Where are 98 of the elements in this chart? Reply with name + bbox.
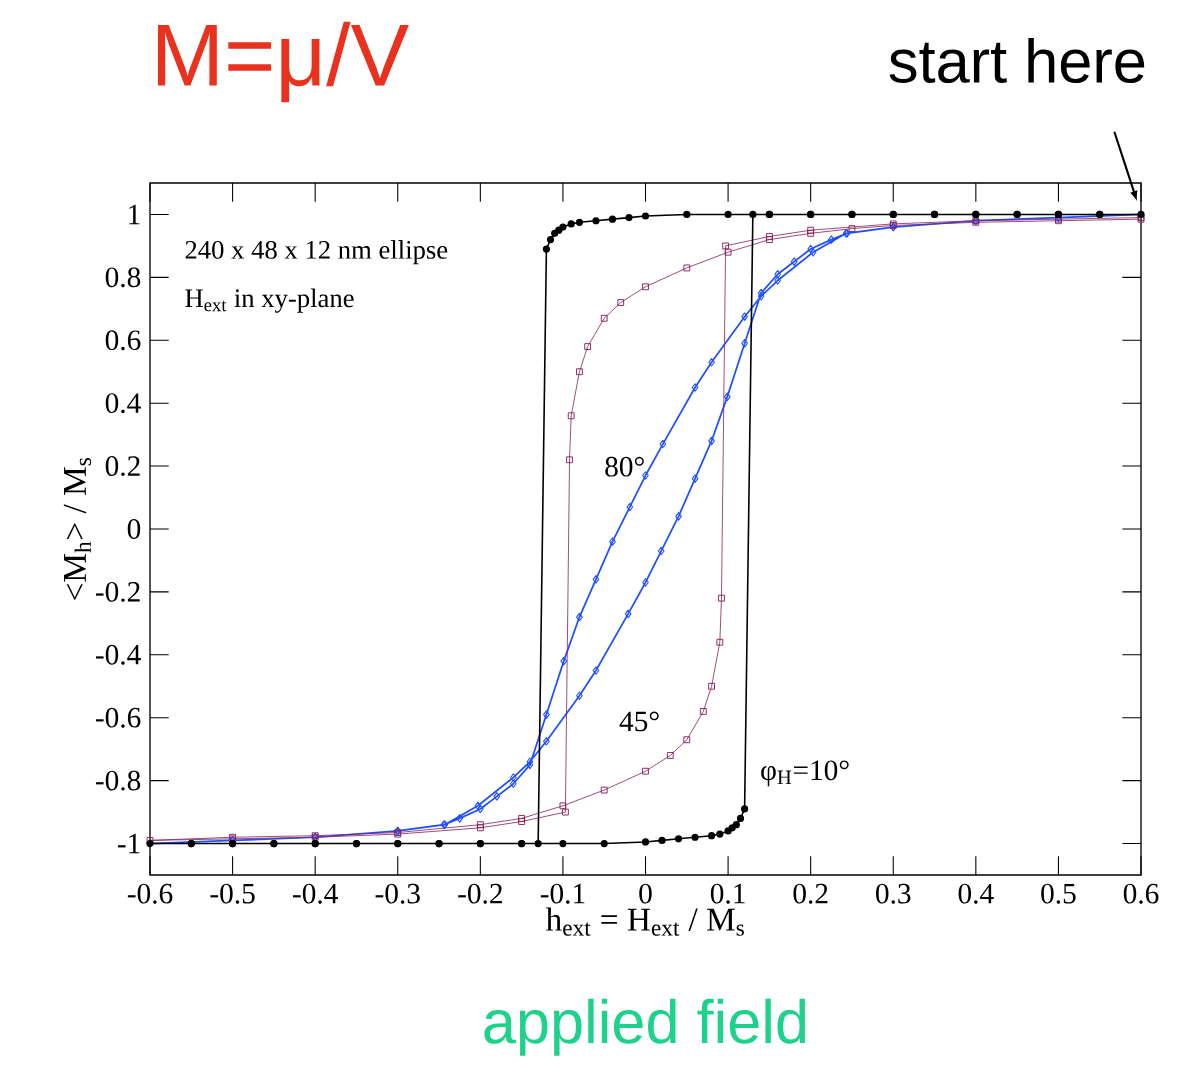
point: [476, 821, 484, 829]
x-tick-label: -0.2: [458, 883, 502, 904]
x-tick-label: 0.1: [710, 883, 745, 904]
point: [600, 786, 608, 794]
point: [543, 710, 550, 719]
point: [543, 737, 550, 746]
y-tick-label: 0.6: [105, 330, 141, 351]
x-axis-title: h$_{ext}$ = H$_{ext}$ / M$_{s}$: [545, 907, 744, 936]
point: [722, 242, 730, 250]
x-tick-label: 0: [639, 883, 652, 904]
y-tick-label: -1: [117, 833, 140, 854]
x-tick-label: 0.3: [876, 883, 911, 904]
point: [765, 236, 773, 244]
point: [790, 257, 798, 266]
point: [510, 773, 517, 782]
point: [708, 436, 715, 446]
x-tick-label: 0.4: [958, 883, 994, 904]
point: [683, 736, 691, 744]
point: [476, 824, 484, 832]
point: [708, 682, 715, 690]
point: [807, 226, 815, 234]
point: [584, 343, 592, 350]
x-tick-label: -0.4: [293, 883, 338, 904]
point: [600, 314, 608, 322]
point: [526, 760, 534, 770]
point: [642, 578, 649, 587]
point: [626, 502, 634, 512]
point: [757, 288, 765, 298]
point: [576, 612, 583, 622]
annotation: H$_{ext}$ in xy-plane: [185, 288, 354, 313]
point: [456, 814, 464, 823]
point: [624, 609, 632, 619]
y-tick-label: 0.2: [105, 456, 140, 477]
point: [659, 439, 667, 449]
point: [562, 808, 569, 816]
point: [617, 299, 625, 306]
text: applied field: [484, 998, 806, 1056]
point: [560, 656, 568, 666]
point: [807, 229, 815, 237]
point: [716, 638, 724, 646]
y-tick-label: 0.8: [105, 267, 141, 288]
point: [757, 291, 765, 301]
point: [691, 383, 699, 392]
y-tick-label: -0.6: [95, 707, 141, 728]
annotation: 80°: [605, 456, 644, 477]
point: [518, 814, 526, 822]
annotation: start here: [889, 38, 1145, 84]
point: [493, 792, 501, 801]
point: [723, 392, 731, 402]
point: [526, 757, 534, 767]
point: [708, 358, 715, 367]
point: [592, 666, 600, 675]
point: [741, 339, 748, 348]
point: [699, 708, 707, 715]
point: [675, 512, 682, 521]
point: [691, 474, 699, 483]
x-tick-label: -0.5: [210, 883, 255, 904]
point: [774, 276, 781, 285]
y-tick-label: -0.8: [95, 770, 141, 791]
point: [741, 312, 748, 321]
point: [724, 248, 732, 256]
y-tick-label: -0.4: [95, 644, 141, 665]
point: [642, 283, 649, 291]
annotation: 45°: [619, 711, 659, 732]
point: [848, 225, 856, 233]
x-tick-label: -0.3: [375, 883, 420, 904]
point: [827, 235, 835, 244]
y-tick-label: 0.4: [105, 393, 141, 414]
point: [657, 546, 665, 556]
y-tick-label: -0.2: [95, 581, 140, 602]
point: [567, 412, 575, 420]
y-tick-label: 1: [129, 204, 140, 225]
x-tick-label: -0.1: [540, 883, 585, 904]
point: [683, 264, 691, 272]
y-tick-label: 0: [127, 519, 141, 539]
x-tick-label: 0.6: [1123, 883, 1159, 904]
point: [642, 767, 649, 775]
point: [559, 802, 567, 810]
point: [609, 537, 616, 546]
point: [718, 594, 725, 602]
point: [666, 752, 674, 759]
point: [566, 456, 573, 464]
point: [807, 244, 815, 254]
y-axis-title: <M$_{h}$> / M$_{s}$: [63, 458, 92, 600]
point: [477, 804, 484, 814]
x-tick-label: 0.2: [793, 883, 828, 904]
point: [576, 368, 583, 376]
point: [774, 269, 781, 279]
point: [474, 801, 482, 811]
point: [576, 691, 583, 700]
annotation: φ$_{H}$=10°: [761, 760, 849, 787]
point: [510, 779, 517, 789]
x-tick-label: 0.5: [1041, 883, 1076, 904]
annotation: 240 x 48 x 12 nm ellipse: [185, 240, 448, 265]
chart-title: M=μ/V: [157, 21, 409, 103]
point: [809, 247, 817, 257]
point: [146, 837, 154, 844]
point: [592, 575, 600, 584]
